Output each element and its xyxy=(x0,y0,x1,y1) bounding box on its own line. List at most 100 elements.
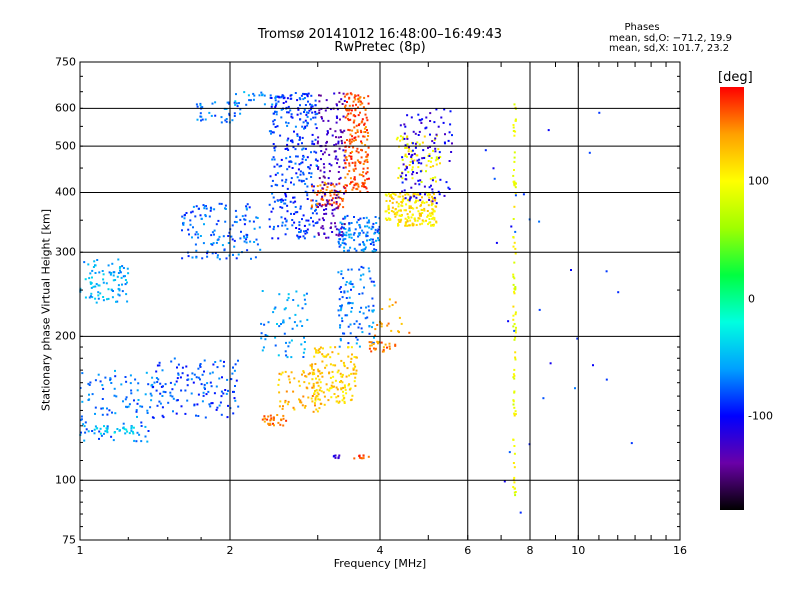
data-point xyxy=(431,197,434,200)
data-point xyxy=(287,296,290,299)
data-point xyxy=(434,150,437,153)
data-point xyxy=(327,177,330,180)
data-point xyxy=(341,142,343,145)
data-point xyxy=(204,416,207,419)
data-point xyxy=(310,183,313,186)
data-point xyxy=(318,218,321,221)
data-point xyxy=(349,155,352,158)
data-point xyxy=(311,373,314,376)
data-point xyxy=(316,159,319,162)
data-point xyxy=(302,155,305,158)
data-point xyxy=(94,412,96,415)
data-point xyxy=(403,123,406,126)
data-point xyxy=(343,129,346,132)
data-point xyxy=(420,122,423,124)
data-point xyxy=(156,364,159,367)
data-point xyxy=(298,398,300,401)
data-point xyxy=(313,373,316,375)
data-point xyxy=(367,267,370,270)
data-point xyxy=(358,243,361,246)
data-point xyxy=(419,213,422,216)
data-point xyxy=(347,355,350,358)
data-point xyxy=(236,105,239,108)
data-point xyxy=(172,397,175,400)
data-point xyxy=(209,372,212,375)
data-point xyxy=(404,224,407,227)
data-point xyxy=(370,344,373,347)
data-point xyxy=(370,280,373,283)
data-point xyxy=(332,214,335,217)
data-point xyxy=(79,419,82,422)
data-point xyxy=(407,216,410,219)
data-point xyxy=(411,173,414,176)
data-point xyxy=(281,224,284,227)
data-point xyxy=(303,298,306,301)
data-point xyxy=(197,367,200,370)
data-point xyxy=(353,457,356,460)
data-point xyxy=(409,205,412,208)
data-point xyxy=(340,234,342,237)
data-point xyxy=(218,235,221,238)
data-point xyxy=(314,110,317,113)
data-point xyxy=(280,108,283,111)
data-point xyxy=(258,226,261,229)
data-point xyxy=(360,156,363,159)
data-point xyxy=(346,214,349,217)
data-point xyxy=(355,336,358,339)
data-point xyxy=(99,432,102,435)
data-point xyxy=(231,238,234,241)
data-point xyxy=(243,218,246,221)
data-point xyxy=(205,207,208,210)
data-point xyxy=(144,435,147,438)
data-point xyxy=(121,265,124,268)
data-point xyxy=(330,384,333,387)
data-point xyxy=(182,221,185,224)
data-point xyxy=(299,401,302,404)
data-point xyxy=(347,229,350,232)
data-point xyxy=(320,107,323,110)
data-point xyxy=(149,392,152,395)
data-point xyxy=(429,133,431,136)
data-point xyxy=(317,384,320,387)
data-point xyxy=(415,172,418,174)
data-point xyxy=(357,97,360,100)
data-point xyxy=(113,431,116,434)
data-point xyxy=(362,266,365,269)
data-point xyxy=(247,94,250,97)
data-point xyxy=(363,135,366,138)
data-point xyxy=(286,403,289,406)
data-point xyxy=(127,272,130,275)
data-point xyxy=(311,142,314,145)
data-point xyxy=(263,103,266,106)
data-point xyxy=(352,121,355,124)
data-point xyxy=(356,159,359,162)
data-point xyxy=(314,396,317,399)
data-point xyxy=(155,370,158,373)
data-point xyxy=(331,134,334,137)
data-point xyxy=(282,417,285,420)
data-point xyxy=(232,366,234,369)
data-point xyxy=(274,306,277,309)
data-point xyxy=(432,165,435,168)
data-point xyxy=(341,131,344,134)
data-point xyxy=(362,175,365,178)
data-point xyxy=(307,219,310,222)
data-point xyxy=(314,158,317,161)
data-point xyxy=(368,325,371,327)
data-point xyxy=(97,291,100,294)
data-point xyxy=(227,101,230,104)
data-point xyxy=(250,257,252,260)
data-point xyxy=(414,146,417,149)
y-tick-label: 500 xyxy=(55,139,76,153)
data-point xyxy=(319,346,322,349)
data-point xyxy=(294,148,297,151)
data-point xyxy=(231,224,234,227)
data-point xyxy=(323,176,326,179)
data-point xyxy=(513,151,516,154)
data-point xyxy=(427,204,430,207)
data-point xyxy=(313,347,316,350)
data-point xyxy=(407,215,410,218)
data-point xyxy=(442,121,445,124)
data-point xyxy=(248,99,251,102)
data-point xyxy=(387,322,390,325)
